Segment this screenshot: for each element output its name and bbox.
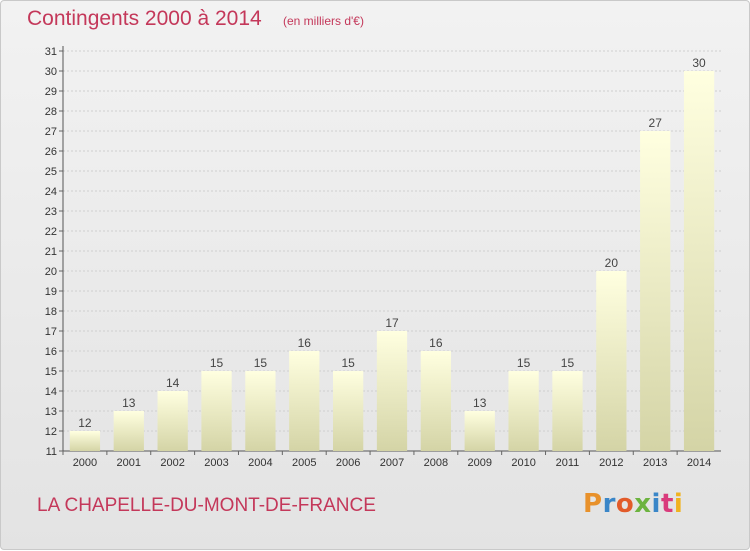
y-tick-label: 13 xyxy=(45,406,57,418)
bar-2013[interactable] xyxy=(640,131,671,451)
bar-2009[interactable] xyxy=(464,411,495,451)
y-tick-label: 31 xyxy=(45,46,57,58)
bar-2004[interactable] xyxy=(245,371,276,451)
logo-letter: i xyxy=(651,489,661,519)
data-label-2007: 17 xyxy=(385,316,399,330)
y-tick-label: 23 xyxy=(45,206,57,218)
bar-2001[interactable] xyxy=(113,411,144,451)
x-tick-label-2014: 2014 xyxy=(687,457,711,469)
bar-2012[interactable] xyxy=(596,271,627,451)
x-tick-label-2001: 2001 xyxy=(117,457,141,469)
y-tick-label: 27 xyxy=(45,126,57,138)
data-label-2002: 14 xyxy=(166,376,180,390)
data-label-2003: 15 xyxy=(210,356,224,370)
logo-letter: t xyxy=(660,489,674,519)
bar-2005[interactable] xyxy=(289,351,320,451)
x-tick-label-2007: 2007 xyxy=(380,457,404,469)
x-tick-label-2013: 2013 xyxy=(643,457,667,469)
logo-letter: x xyxy=(634,489,652,519)
y-tick-label: 21 xyxy=(45,246,57,258)
logo-letter: i xyxy=(673,489,684,519)
y-tick-label: 18 xyxy=(45,306,57,318)
data-label-2012: 20 xyxy=(605,256,619,270)
y-tick-label: 28 xyxy=(45,106,57,118)
chart-title: Contingents 2000 à 2014 xyxy=(27,7,262,30)
bar-2007[interactable] xyxy=(376,331,408,451)
data-label-2001: 13 xyxy=(122,396,136,410)
bar-2000[interactable] xyxy=(69,431,101,451)
bar-2014[interactable] xyxy=(683,71,715,451)
chart-subtitle: (en milliers d'€) xyxy=(283,14,364,28)
x-tick-label-2004: 2004 xyxy=(248,457,272,469)
y-tick-label: 25 xyxy=(45,166,57,178)
data-label-2011: 15 xyxy=(561,356,575,370)
data-label-2008: 16 xyxy=(429,336,443,350)
commune-name: LA CHAPELLE-DU-MONT-DE-FRANCE xyxy=(37,495,376,516)
logo-letter: P xyxy=(583,489,603,519)
x-tick-label-2010: 2010 xyxy=(511,457,535,469)
y-tick-label: 11 xyxy=(46,446,57,458)
x-tick-label-2011: 2011 xyxy=(556,457,580,469)
bar-2010[interactable] xyxy=(508,371,539,451)
data-label-2006: 15 xyxy=(341,356,355,370)
x-tick-label-2012: 2012 xyxy=(599,457,623,469)
x-tick-label-2003: 2003 xyxy=(204,457,228,469)
proxiti-logo[interactable]: Proxiti xyxy=(583,489,683,519)
y-tick-label: 15 xyxy=(45,366,57,378)
bar-2011[interactable] xyxy=(552,371,583,451)
y-tick-label: 16 xyxy=(45,346,57,358)
x-tick-label-2000: 2000 xyxy=(73,457,97,469)
y-tick-label: 14 xyxy=(45,386,57,398)
x-tick-label-2009: 2009 xyxy=(467,457,491,469)
y-tick-label: 12 xyxy=(45,426,57,438)
x-tick-label-2008: 2008 xyxy=(424,457,448,469)
data-label-2004: 15 xyxy=(254,356,268,370)
y-tick-label: 24 xyxy=(45,186,57,198)
data-labels: 12 13 14 15 15 16 15 17 16 13 15 15 20 27 30 xyxy=(78,56,706,430)
data-label-2010: 15 xyxy=(517,356,531,370)
x-tick-labels: 2000 2001 2002 2003 2004 2005 2006 2007 2008 2009… xyxy=(62,451,711,469)
y-tick-label: 29 xyxy=(45,86,57,98)
data-label-2009: 13 xyxy=(473,396,487,410)
data-label-2013: 27 xyxy=(649,116,663,130)
y-tick-labels: 11 12 13 14 15 16 17 18 19 20 21 22 23 24 25 26 27 28 29 30… xyxy=(45,46,57,458)
x-tick-label-2002: 2002 xyxy=(160,457,184,469)
y-tick-label: 17 xyxy=(45,326,57,338)
bar-2008[interactable] xyxy=(420,351,452,451)
x-tick-label-2005: 2005 xyxy=(292,457,316,469)
data-label-2000: 12 xyxy=(78,416,92,430)
y-tick-label: 20 xyxy=(45,266,57,278)
bars xyxy=(69,71,715,451)
bar-2006[interactable] xyxy=(332,371,364,451)
y-tick-label: 26 xyxy=(45,146,57,158)
data-label-2014: 30 xyxy=(692,56,706,70)
logo-letter: r xyxy=(602,489,616,519)
logo-letter: o xyxy=(615,489,635,519)
x-tick-label-2006: 2006 xyxy=(336,457,360,469)
bar-2002[interactable] xyxy=(157,391,188,451)
y-tick-label: 22 xyxy=(45,226,57,238)
y-tick-label: 30 xyxy=(45,66,57,78)
data-label-2005: 16 xyxy=(298,336,312,350)
y-tick-label: 19 xyxy=(45,286,57,298)
bar-2003[interactable] xyxy=(201,371,232,451)
